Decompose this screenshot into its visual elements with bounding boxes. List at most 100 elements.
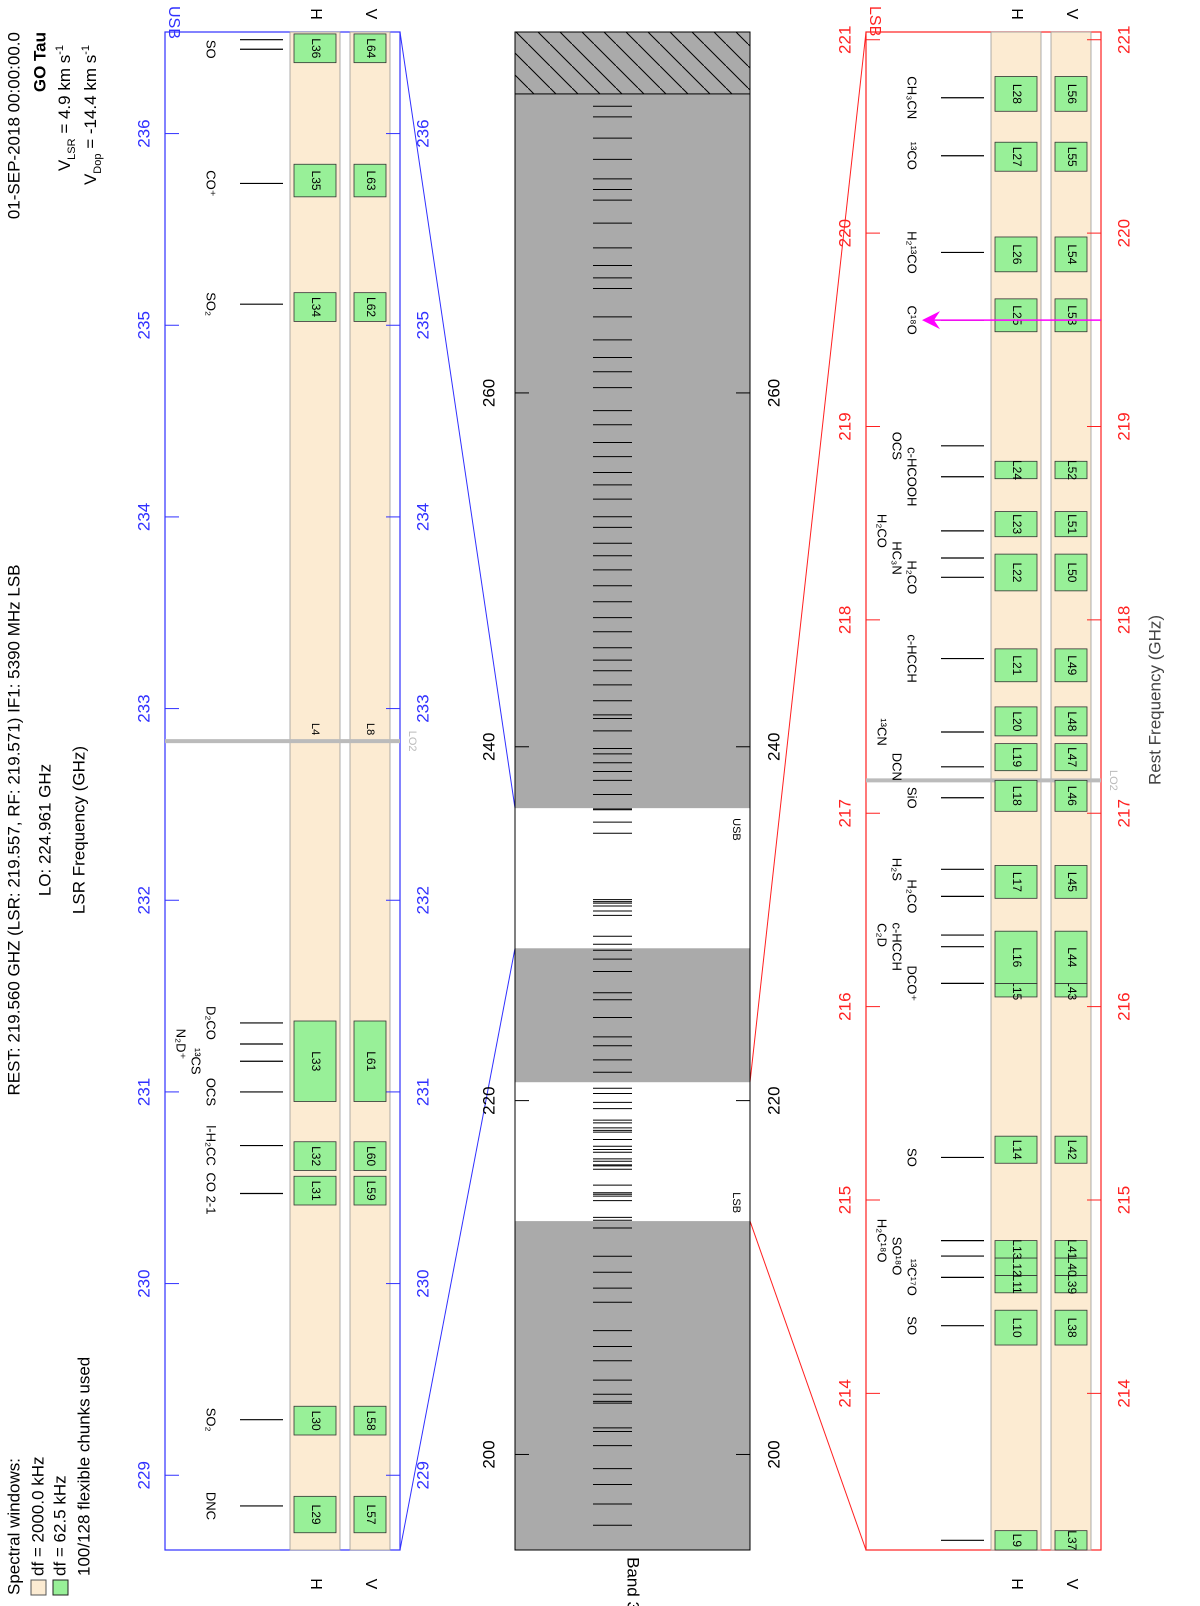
chunk-label: L40 <box>1065 1257 1079 1277</box>
row-label: H <box>1008 8 1025 20</box>
line-label: ¹³CN <box>875 718 890 745</box>
row-label: V <box>1063 9 1080 20</box>
chunk <box>994 779 1038 812</box>
lo-frequency: LO: 224.961 GHz <box>35 764 54 896</box>
chunk <box>293 1020 337 1102</box>
chunk <box>293 1405 337 1436</box>
line-label: SO <box>204 40 219 59</box>
zoom-connector <box>399 31 516 809</box>
chunk-label: L47 <box>1065 747 1079 767</box>
chunk <box>994 298 1038 333</box>
x-tick-label: 219 <box>1114 412 1133 440</box>
sideband-label: USB <box>165 6 182 39</box>
x-tick-label: 215 <box>835 1186 854 1214</box>
chunk-label: L41 <box>1065 1239 1079 1259</box>
chunk <box>1054 76 1088 112</box>
chunk-label: L15 <box>1010 980 1024 1000</box>
sideband-tag: USB <box>730 818 742 841</box>
chunk <box>1054 511 1088 538</box>
panel-frame <box>164 31 401 1551</box>
x-tick-label: 260 <box>479 379 498 407</box>
legend-swatch-wide <box>30 1579 47 1596</box>
row-label: V <box>362 1579 379 1590</box>
line-label: c-HCOOH <box>905 447 920 506</box>
wide-window <box>349 31 391 1551</box>
line-label: SO₂ <box>204 1408 219 1432</box>
x-tick-label: 216 <box>835 992 854 1020</box>
chunk-label: L49 <box>1065 655 1079 675</box>
line-label: H₂CO <box>905 560 920 594</box>
line-label: ¹³CS <box>189 1048 204 1075</box>
vdop-sup: -1 <box>80 45 92 55</box>
chunk-label: L35 <box>309 171 323 191</box>
band-coverage <box>514 31 751 1551</box>
vlsr: VLSR = 4.9 km s-1 <box>54 45 78 171</box>
legend-swatch-narrow <box>52 1579 69 1596</box>
x-tick-label: 220 <box>764 1086 783 1114</box>
chunk-label: L39 <box>1065 1274 1079 1294</box>
axis-label: LSR Frequency (GHz) <box>69 746 88 914</box>
chunk <box>353 163 387 198</box>
line-label: H₂CO <box>905 879 920 913</box>
chunk-label: L23 <box>1010 514 1024 534</box>
chunk <box>994 1309 1038 1346</box>
chunk-label: L16 <box>1010 947 1024 967</box>
x-tick-label: 231 <box>134 1078 153 1106</box>
line-label: CO 2-1 <box>204 1173 219 1215</box>
chunk-label: L51 <box>1065 514 1079 534</box>
row-label: V <box>1063 1579 1080 1590</box>
chunk <box>353 1495 387 1534</box>
vlsr-text: = 4.9 km s <box>55 55 74 139</box>
date: 01-SEP-2018 00:00:00.0 <box>4 32 23 219</box>
chunk-label: L58 <box>364 1411 378 1431</box>
landscape-frame: REST: 219.560 GHZ (LSR: 219.557, RF: 219… <box>4 6 1164 1606</box>
x-tick-label: 231 <box>413 1078 432 1106</box>
zoom-connector <box>749 1220 867 1551</box>
chunk <box>1054 236 1088 273</box>
line-label: DCN <box>890 753 905 781</box>
chunk-label: L36 <box>309 38 323 58</box>
chunk-label: L60 <box>364 1146 378 1166</box>
line-label: c-HCCH <box>905 634 920 682</box>
zoom-connector <box>749 31 867 1083</box>
row-label: H <box>1008 1578 1025 1590</box>
x-tick-label: 230 <box>134 1269 153 1297</box>
line-label: SO <box>905 1148 920 1167</box>
x-tick-label: 232 <box>413 886 432 914</box>
x-tick-label: 214 <box>835 1379 854 1407</box>
chunk-label: L31 <box>309 1181 323 1201</box>
x-tick-label: 221 <box>835 26 854 54</box>
chunk <box>994 1240 1038 1259</box>
chunk-label: L38 <box>1065 1318 1079 1338</box>
chunk <box>1054 865 1088 899</box>
x-tick-label: 240 <box>764 733 783 761</box>
chunk-label: L18 <box>1010 786 1024 806</box>
chunk <box>1054 298 1088 333</box>
line-label: SO¹⁸O <box>890 1237 905 1276</box>
line-label: D₂CO <box>204 1006 219 1040</box>
chunk <box>1054 930 1088 984</box>
sideband-tag: LSB <box>730 1192 742 1213</box>
chunk <box>293 1175 337 1206</box>
chunk <box>353 1405 387 1436</box>
chunk-label: L33 <box>309 1051 323 1071</box>
zoom-connector <box>399 948 516 1551</box>
chunk-label: L26 <box>1010 244 1024 264</box>
vdop: VDop = -14.4 km s-1 <box>80 45 104 185</box>
chunk-label: L62 <box>364 297 378 317</box>
x-tick-label: 230 <box>413 1269 432 1297</box>
chunk <box>994 141 1038 172</box>
chunk-label: L21 <box>1010 655 1024 675</box>
line-label: OCS <box>204 1078 219 1107</box>
x-tick-label: 235 <box>134 311 153 339</box>
line-label: CO⁺ <box>204 170 219 196</box>
x-tick-label: 240 <box>479 733 498 761</box>
chunk <box>1054 553 1088 592</box>
tuned-range <box>515 1082 750 1222</box>
line-label: c-HCCH <box>890 922 905 970</box>
chunk <box>1054 1135 1088 1164</box>
line-label: ¹³C¹⁷O <box>905 1259 920 1296</box>
chunk <box>1054 1530 1088 1551</box>
chunk-label: L46 <box>1065 786 1079 806</box>
chunk-label: L54 <box>1065 244 1079 264</box>
